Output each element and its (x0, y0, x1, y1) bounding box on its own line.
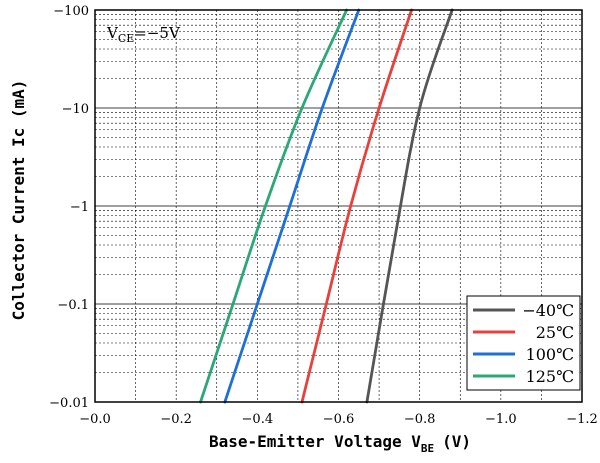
series-line-1 (300, 8, 413, 404)
y-tick-label: −10 (62, 102, 89, 117)
annotation-vce: VCE=−5V (106, 24, 181, 45)
legend-label-0: −40℃ (522, 301, 574, 320)
x-tick-label: −1.2 (566, 412, 598, 427)
x-tick-label: −0.0 (79, 412, 111, 427)
x-tick-label: −1.0 (485, 412, 517, 427)
y-tick-label: −1 (70, 200, 89, 215)
legend-label-1: 25℃ (536, 323, 574, 342)
legend-box (466, 295, 581, 391)
x-tick-label: −0.8 (404, 412, 436, 427)
y-tick-label: −100 (53, 4, 89, 19)
x-tick-label: −0.4 (242, 412, 274, 427)
series-line-2 (223, 8, 361, 404)
x-axis-title: Base-Emitter Voltage VBE (V) (209, 432, 471, 455)
x-axis-title-sub: BE (421, 442, 434, 455)
tick-labels: −0.0 −0.2 −0.4 −0.6 −0.8 −1.0 −1.2 −0.01 −0.1 −1 −… (49, 4, 598, 427)
x-axis-title-unit: (V) (442, 432, 471, 451)
legend-label-3: 125℃ (526, 367, 574, 386)
y-tick-label: −0.1 (57, 298, 89, 313)
annotation-sub: CE (118, 32, 134, 45)
x-tick-label: −0.2 (160, 412, 192, 427)
series-line-3 (199, 8, 349, 404)
x-axis-title-main: Base-Emitter Voltage V (209, 432, 421, 451)
legend-label-2: 100℃ (526, 345, 574, 364)
annotation-rest: =−5V (134, 24, 181, 42)
plot-frame (94, 9, 583, 403)
y-tick-label: −0.01 (49, 396, 89, 411)
series-layer (199, 8, 454, 404)
y-axis-title: Collector Current Ic (mA) (9, 80, 28, 321)
x-tick-label: −0.6 (323, 412, 355, 427)
annotation-main: V (106, 24, 119, 42)
legend: −40℃ 25℃ 100℃ 125℃ (466, 295, 581, 391)
series-line-0 (365, 8, 454, 404)
